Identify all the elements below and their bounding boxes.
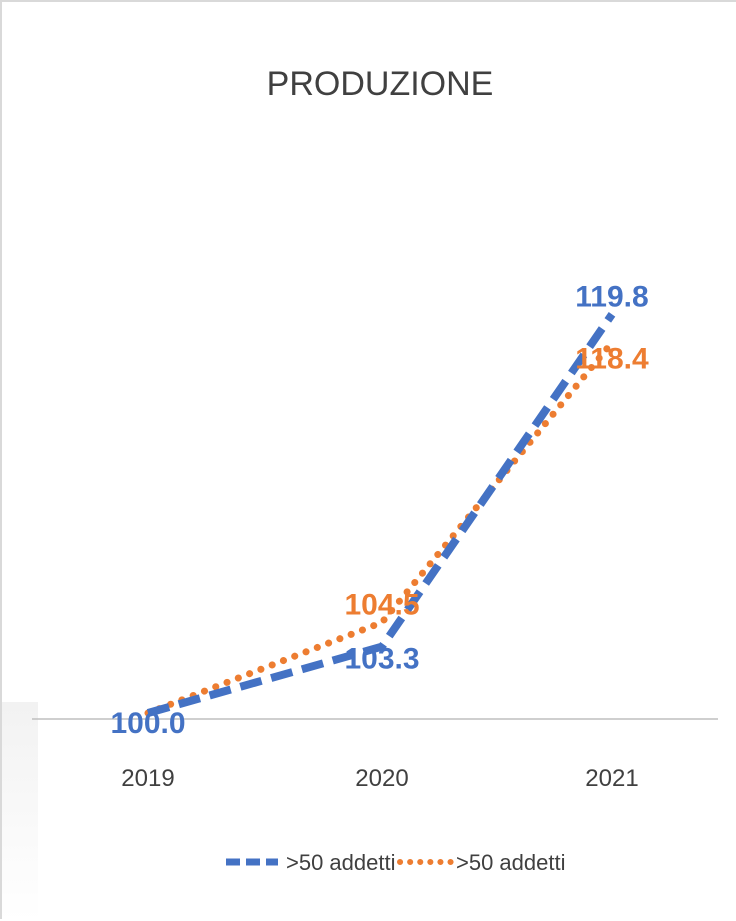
data-label-s2-2021: 118.4: [575, 342, 649, 375]
x-tick-label-2020: 2020: [355, 765, 408, 792]
x-tick-label-2021: 2021: [585, 765, 638, 792]
legend-label-2: >50 addetti: [456, 850, 565, 875]
data-label-s1-2020: 103.3: [344, 643, 419, 676]
data-label-s1-2021: 119.8: [575, 280, 648, 313]
legend-item-2: >50 addetti: [400, 850, 565, 875]
data-label-s2-2020: 104.5: [344, 588, 419, 621]
chart-title: PRODUZIONE: [267, 65, 494, 103]
legend-item-1: >50 addetti: [226, 850, 395, 875]
data-label-s1-2019: 100.0: [110, 707, 185, 740]
legend-label-1: >50 addetti: [286, 850, 395, 875]
x-tick-label-2019: 2019: [121, 765, 174, 792]
